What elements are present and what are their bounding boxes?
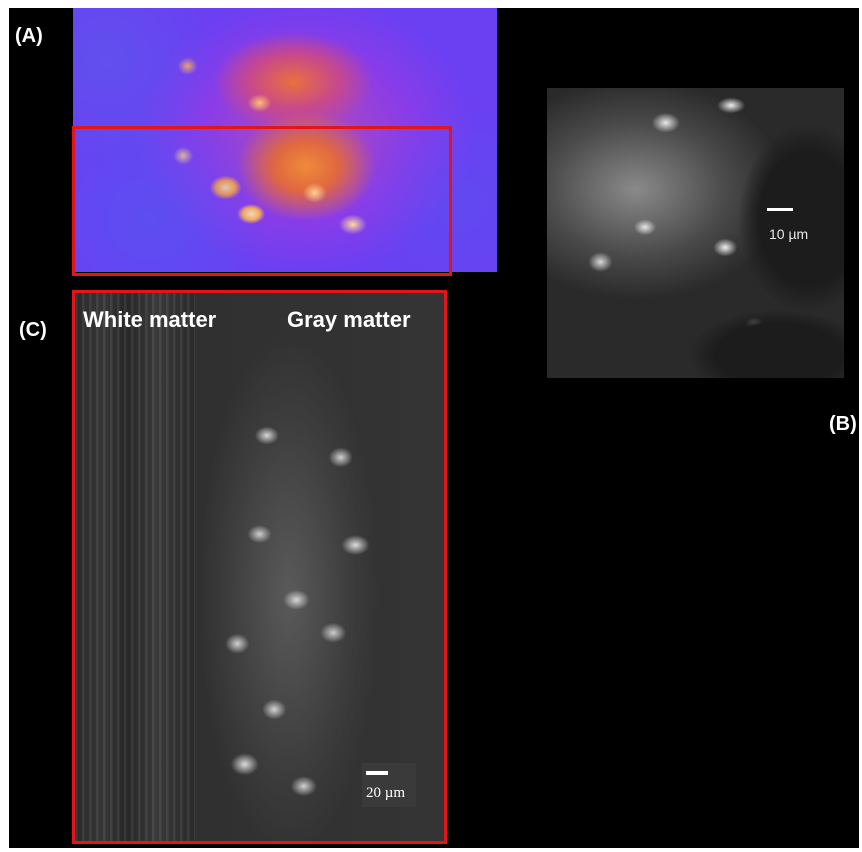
- scale-bar-b-label: 10 µm: [769, 226, 809, 242]
- white-matter-fibers: [75, 293, 195, 841]
- panel-label-c: (C): [19, 319, 47, 341]
- scale-bar-c-background: [362, 763, 416, 807]
- scale-bar-c: [366, 771, 388, 775]
- region-of-interest-box: [72, 126, 452, 276]
- white-matter-label: White matter: [83, 307, 217, 332]
- scale-bar-b: [767, 208, 793, 211]
- figure-canvas: (A) 10 µm (B) (C) White matter Gray matt…: [9, 8, 859, 848]
- panel-label-b: (B): [829, 413, 857, 435]
- gray-matter-label: Gray matter: [287, 307, 411, 332]
- panel-b-zoom-image: 10 µm: [547, 88, 844, 378]
- panel-label-a: (A): [15, 25, 43, 47]
- scale-bar-c-label: 20 µm: [366, 785, 406, 801]
- panel-c-tissue-image: White matter Gray matter 20 µm: [72, 290, 447, 844]
- panel-a-heatmap-image: [73, 8, 497, 272]
